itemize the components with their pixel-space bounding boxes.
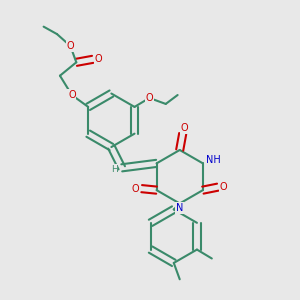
- Text: O: O: [220, 182, 227, 192]
- Text: NH: NH: [206, 155, 221, 165]
- Text: O: O: [68, 90, 76, 100]
- Text: O: O: [132, 184, 140, 194]
- Text: O: O: [146, 93, 153, 103]
- Text: O: O: [95, 54, 102, 64]
- Text: H: H: [111, 165, 118, 174]
- Text: O: O: [67, 41, 74, 51]
- Text: O: O: [180, 123, 188, 133]
- Text: N: N: [176, 203, 183, 213]
